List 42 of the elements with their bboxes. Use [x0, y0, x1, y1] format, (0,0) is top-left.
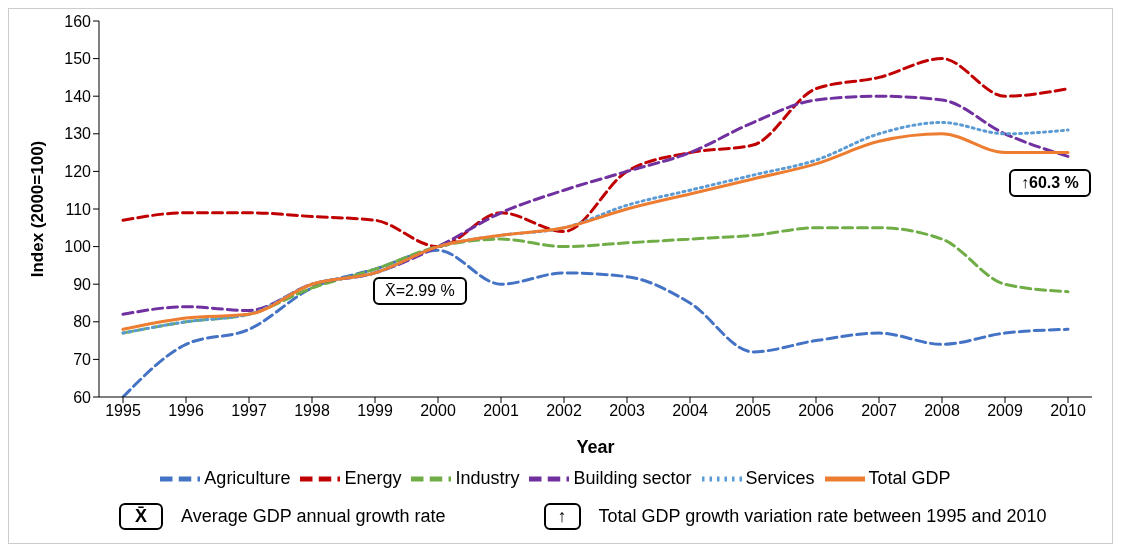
- line-series: [121, 248, 1070, 397]
- x-tick-label: 2003: [609, 402, 645, 420]
- x-tick-label: 2005: [735, 402, 771, 420]
- x-tick-label: 2004: [672, 402, 708, 420]
- x-tick-label: 1996: [168, 402, 204, 420]
- y-tick-label: 100: [64, 238, 92, 256]
- y-axis-title: Index (2000=100): [28, 140, 48, 278]
- text: ↑: [543, 503, 581, 530]
- annotation: ↑60.3 %: [1009, 169, 1091, 197]
- y-tick-label: 80: [73, 313, 92, 331]
- x-tick-label: 1997: [231, 402, 267, 420]
- x-tick-label: 2008: [924, 402, 960, 420]
- y-tick-label: 160: [64, 12, 92, 30]
- x-tick-label: 2009: [987, 402, 1023, 420]
- legend-label: Total GDP: [868, 467, 951, 488]
- legend-label: Industry: [455, 467, 520, 488]
- legend-label: Services: [745, 467, 815, 488]
- y-tick-label: 140: [64, 87, 92, 105]
- text: Total GDP growth variation rate between 1995 and 2010: [598, 506, 1047, 527]
- x-tick-label: 1999: [357, 402, 393, 420]
- x-tick-label: 2007: [861, 402, 897, 420]
- x-tick-label: 1995: [105, 402, 141, 420]
- annotation: X̄=2.99 %: [373, 277, 467, 305]
- x-tick-label: 1998: [294, 402, 330, 420]
- legend-label: Building sector: [573, 467, 692, 488]
- y-tick-label: 90: [73, 275, 92, 293]
- x-tick-label: 2002: [546, 402, 582, 420]
- y-tick-label: 60: [73, 388, 92, 406]
- text: X̄: [119, 503, 164, 530]
- y-tick-label: 70: [73, 351, 92, 369]
- x-tick-label: 2010: [1050, 402, 1086, 420]
- legend-label: Agriculture: [204, 467, 291, 488]
- legend-label: Energy: [344, 467, 402, 488]
- x-axis-title: Year: [576, 437, 615, 457]
- text: Average GDP annual growth rate: [181, 506, 446, 527]
- y-tick-label: 150: [64, 50, 92, 68]
- y-tick-label: 130: [64, 125, 92, 143]
- y-tick-label: 110: [65, 200, 92, 218]
- x-tick-label: 2000: [420, 402, 456, 420]
- x-tick-label: 2001: [483, 402, 519, 420]
- y-tick-label: 120: [64, 163, 92, 181]
- x-tick-label: 2006: [798, 402, 834, 420]
